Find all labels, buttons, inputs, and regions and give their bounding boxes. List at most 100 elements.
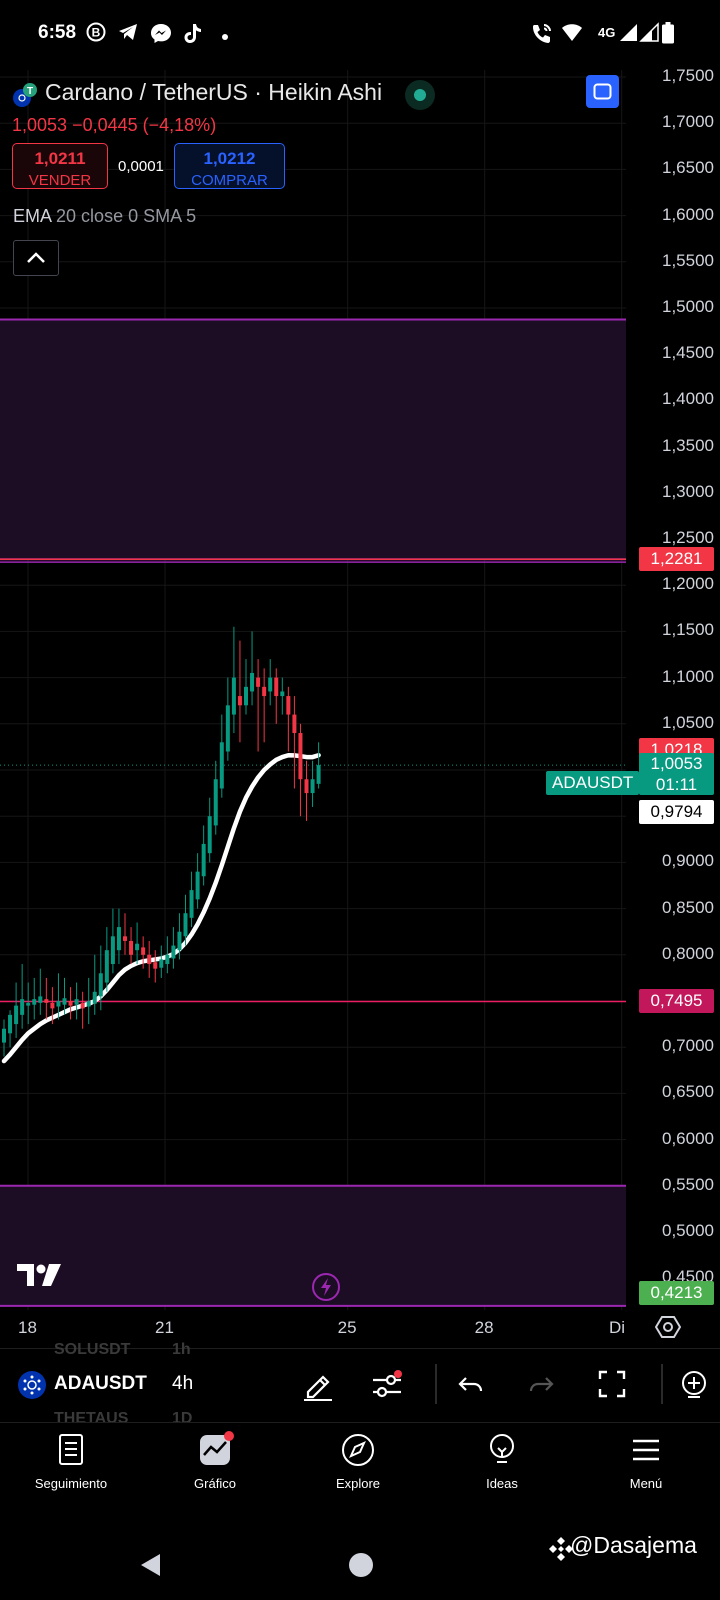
price-tick: 1,7500: [662, 66, 714, 85]
candle-body: [104, 950, 109, 983]
pencil-icon: [304, 1375, 332, 1401]
candle-body: [171, 945, 176, 959]
nav-label-explore: Explore: [335, 1476, 381, 1491]
price-tick: 1,3000: [662, 481, 714, 501]
candle-body: [62, 998, 67, 1005]
price-label: 0,4213: [639, 1281, 714, 1305]
nav-label-seguimiento: Seguimiento: [34, 1476, 108, 1491]
candle-body: [219, 742, 224, 789]
expand-icon: [593, 83, 612, 100]
ghost-symbol-above: SOLUSDT: [54, 1341, 131, 1358]
indicator-name: EMA: [13, 206, 52, 226]
candle-body: [32, 999, 37, 1005]
network-type: 4G: [598, 25, 616, 40]
price-tick: 0,9000: [662, 851, 714, 871]
candle-body: [195, 871, 200, 900]
candle-body: [231, 677, 236, 715]
indicator-legend[interactable]: EMA 20 close 0 SMA 5: [13, 206, 196, 227]
indicators-button[interactable]: [371, 1368, 405, 1407]
nav-grafico[interactable]: [155, 1430, 275, 1475]
watermark-text: @Dasajema: [570, 1532, 697, 1558]
candle-body: [8, 1014, 13, 1034]
price-tick: 1,1500: [662, 620, 714, 640]
lightning-icon[interactable]: [311, 1272, 341, 1307]
bitcoin-icon: B: [86, 22, 106, 47]
toolbar-divider-2: [661, 1364, 663, 1404]
price-tick: 1,5000: [662, 297, 714, 316]
menu-icon: [633, 1439, 659, 1461]
status-bar: 6:58 B 4G: [0, 0, 720, 70]
candle-body: [286, 696, 291, 715]
buy-button[interactable]: 1,0212 COMPRAR: [174, 143, 285, 189]
candle-body: [98, 973, 103, 997]
price-label: 1,2281: [639, 547, 714, 572]
symbol-selector[interactable]: ADAUSDT: [54, 1373, 147, 1394]
candle-body: [280, 691, 285, 697]
candle-body: [244, 686, 248, 706]
candle-body: [86, 1001, 91, 1007]
candle-body: [268, 677, 273, 692]
bottom-navigation: [0, 1422, 720, 1511]
messenger-icon: [150, 22, 172, 49]
drawing-tool-button[interactable]: [302, 1368, 334, 1407]
redo-button[interactable]: [526, 1370, 556, 1405]
time-tick: 18: [18, 1318, 37, 1337]
candle-body: [159, 959, 164, 968]
candle-body: [298, 733, 303, 780]
price-tick: 0,6500: [662, 1082, 714, 1102]
price-tick: 0,7000: [662, 1036, 714, 1056]
tradingview-logo-icon[interactable]: [17, 1262, 63, 1293]
time-tick: 28: [474, 1318, 494, 1337]
candle-body: [26, 1002, 31, 1006]
home-circle-icon: [349, 1553, 373, 1577]
nav-label-ideas: Ideas: [486, 1476, 518, 1491]
chart-area[interactable]: [0, 70, 638, 1333]
settings-hexagon-icon[interactable]: [654, 1314, 682, 1345]
fullscreen-toggle-button[interactable]: [597, 1369, 627, 1404]
nav-explore[interactable]: [298, 1430, 418, 1475]
redo-icon: [529, 1377, 554, 1392]
add-indicator-button[interactable]: [678, 1369, 710, 1406]
price-tick: 1,3500: [662, 435, 714, 455]
add-circle-icon: [682, 1371, 706, 1398]
last-price: 1,0053: [12, 115, 68, 135]
price-scale[interactable]: 1,7500 1,7000 1,6500 1,6000 1,5500 1,5000 1,45…: [638, 66, 720, 1333]
collapse-legend-button[interactable]: [13, 240, 59, 276]
interval-selector[interactable]: 4h: [172, 1373, 194, 1394]
nav-ideas[interactable]: [442, 1430, 562, 1475]
sell-button[interactable]: 1,0211 VENDER: [12, 143, 108, 189]
undo-button[interactable]: [456, 1370, 486, 1405]
toolbar-divider: [435, 1364, 437, 1404]
buy-label: COMPRAR: [191, 172, 268, 189]
candle-body: [74, 999, 79, 1005]
candle-body: [250, 672, 255, 692]
watchlist-icon: [59, 1434, 83, 1465]
symbol-title[interactable]: Cardano / TetherUS · Heikin Ashi: [45, 79, 383, 105]
cardano-logo-icon: T: [12, 82, 38, 108]
market-open-dot-icon: [414, 89, 426, 101]
price-tick: 0,6000: [662, 1128, 714, 1148]
back-button[interactable]: [138, 1552, 164, 1583]
candle-body: [147, 954, 152, 965]
candle-body: [80, 1002, 85, 1009]
nav-seguimiento[interactable]: [11, 1430, 131, 1475]
back-triangle-icon: [141, 1554, 160, 1576]
wifi-call-icon: [530, 22, 554, 49]
candle-body: [68, 1001, 73, 1006]
time-tick: Di: [609, 1318, 626, 1337]
fullscreen-button[interactable]: [586, 75, 619, 108]
telegram-icon: [117, 22, 139, 47]
indicator-params: 20 close 0 SMA 5: [56, 206, 197, 226]
compass-icon: [342, 1434, 374, 1466]
tiktok-icon: [182, 22, 202, 49]
sell-price: 1,0211: [34, 149, 86, 168]
price-tick: 1,6500: [662, 158, 714, 178]
candlestick-chart[interactable]: [0, 70, 638, 1333]
buy-price: 1,0212: [203, 149, 256, 168]
price-change-line: 1,0053 −0,0445 (−4,18%): [12, 115, 216, 136]
price-tick: 1,6000: [662, 204, 714, 224]
home-button[interactable]: [348, 1552, 374, 1583]
price-tick: 1,4000: [662, 389, 714, 409]
nav-menu[interactable]: [586, 1430, 706, 1475]
svg-text:T: T: [27, 86, 33, 97]
